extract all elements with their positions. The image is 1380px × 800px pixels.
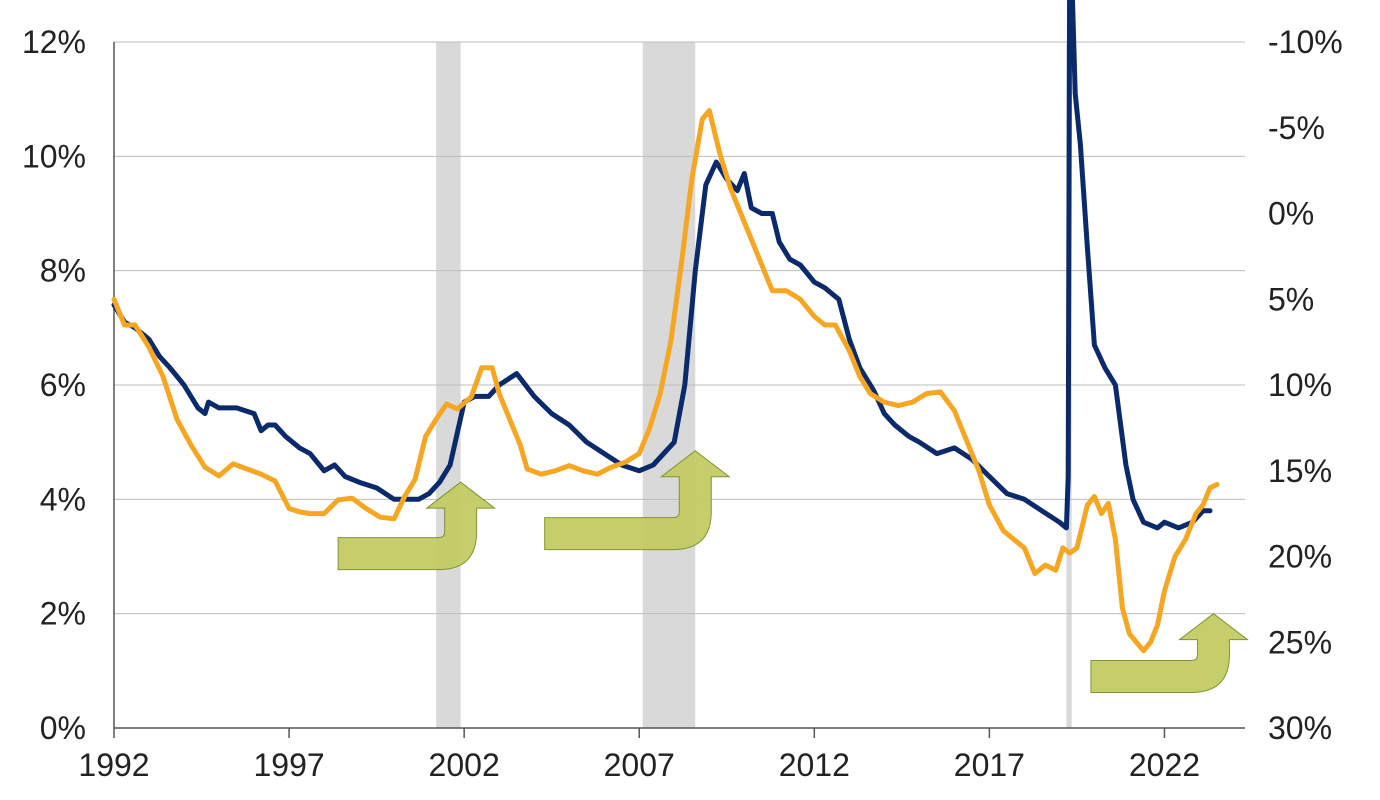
navy-series-line [111, 0, 1213, 531]
x-tick-label: 2017 [954, 747, 1025, 783]
x-tick-label: 1997 [253, 747, 324, 783]
right-y-tick-label: 20% [1268, 539, 1332, 575]
right-y-tick-label: -10% [1268, 24, 1343, 60]
orange-series-line [111, 108, 1220, 654]
x-tick-label: 2002 [429, 747, 500, 783]
annotation-arrow-1 [337, 481, 497, 571]
right-y-tick-label: 30% [1268, 710, 1332, 746]
x-tick-label: 2012 [779, 747, 850, 783]
right-y-tick-label: 0% [1268, 196, 1314, 232]
right-y-tick-label: 15% [1268, 453, 1332, 489]
left-y-tick-label: 4% [40, 481, 86, 517]
right-y-tick-label: 25% [1268, 624, 1332, 660]
left-y-tick-label: 10% [22, 138, 86, 174]
x-tick-label: 1992 [78, 747, 149, 783]
annotation-arrow-2 [544, 450, 731, 551]
series-lines [111, 0, 1220, 654]
right-y-tick-label: 5% [1268, 281, 1314, 317]
left-y-tick-label: 12% [22, 24, 86, 60]
right-y-tick-label: -5% [1268, 110, 1325, 146]
x-tick-label: 2007 [604, 747, 675, 783]
annotation-arrow-3 [1090, 613, 1249, 694]
x-tick-label: 2022 [1129, 747, 1200, 783]
left-y-tick-label: 8% [40, 253, 86, 289]
right-y-axis-ticks: -10% -5% 0% 5% 10% 15% 20% 25% 30% [1268, 24, 1343, 746]
annotation-arrows [337, 450, 1249, 694]
left-y-tick-label: 6% [40, 367, 86, 403]
left-y-tick-label: 2% [40, 596, 86, 632]
right-y-tick-label: 10% [1268, 367, 1332, 403]
axes [113, 42, 1245, 729]
left-y-tick-label: 0% [40, 710, 86, 746]
x-axis-ticks: 1992 1997 2002 2007 2012 2017 2022 [78, 728, 1200, 783]
left-y-axis-ticks: 0% 2% 4% 6% 8% 10% 12% [22, 24, 86, 746]
